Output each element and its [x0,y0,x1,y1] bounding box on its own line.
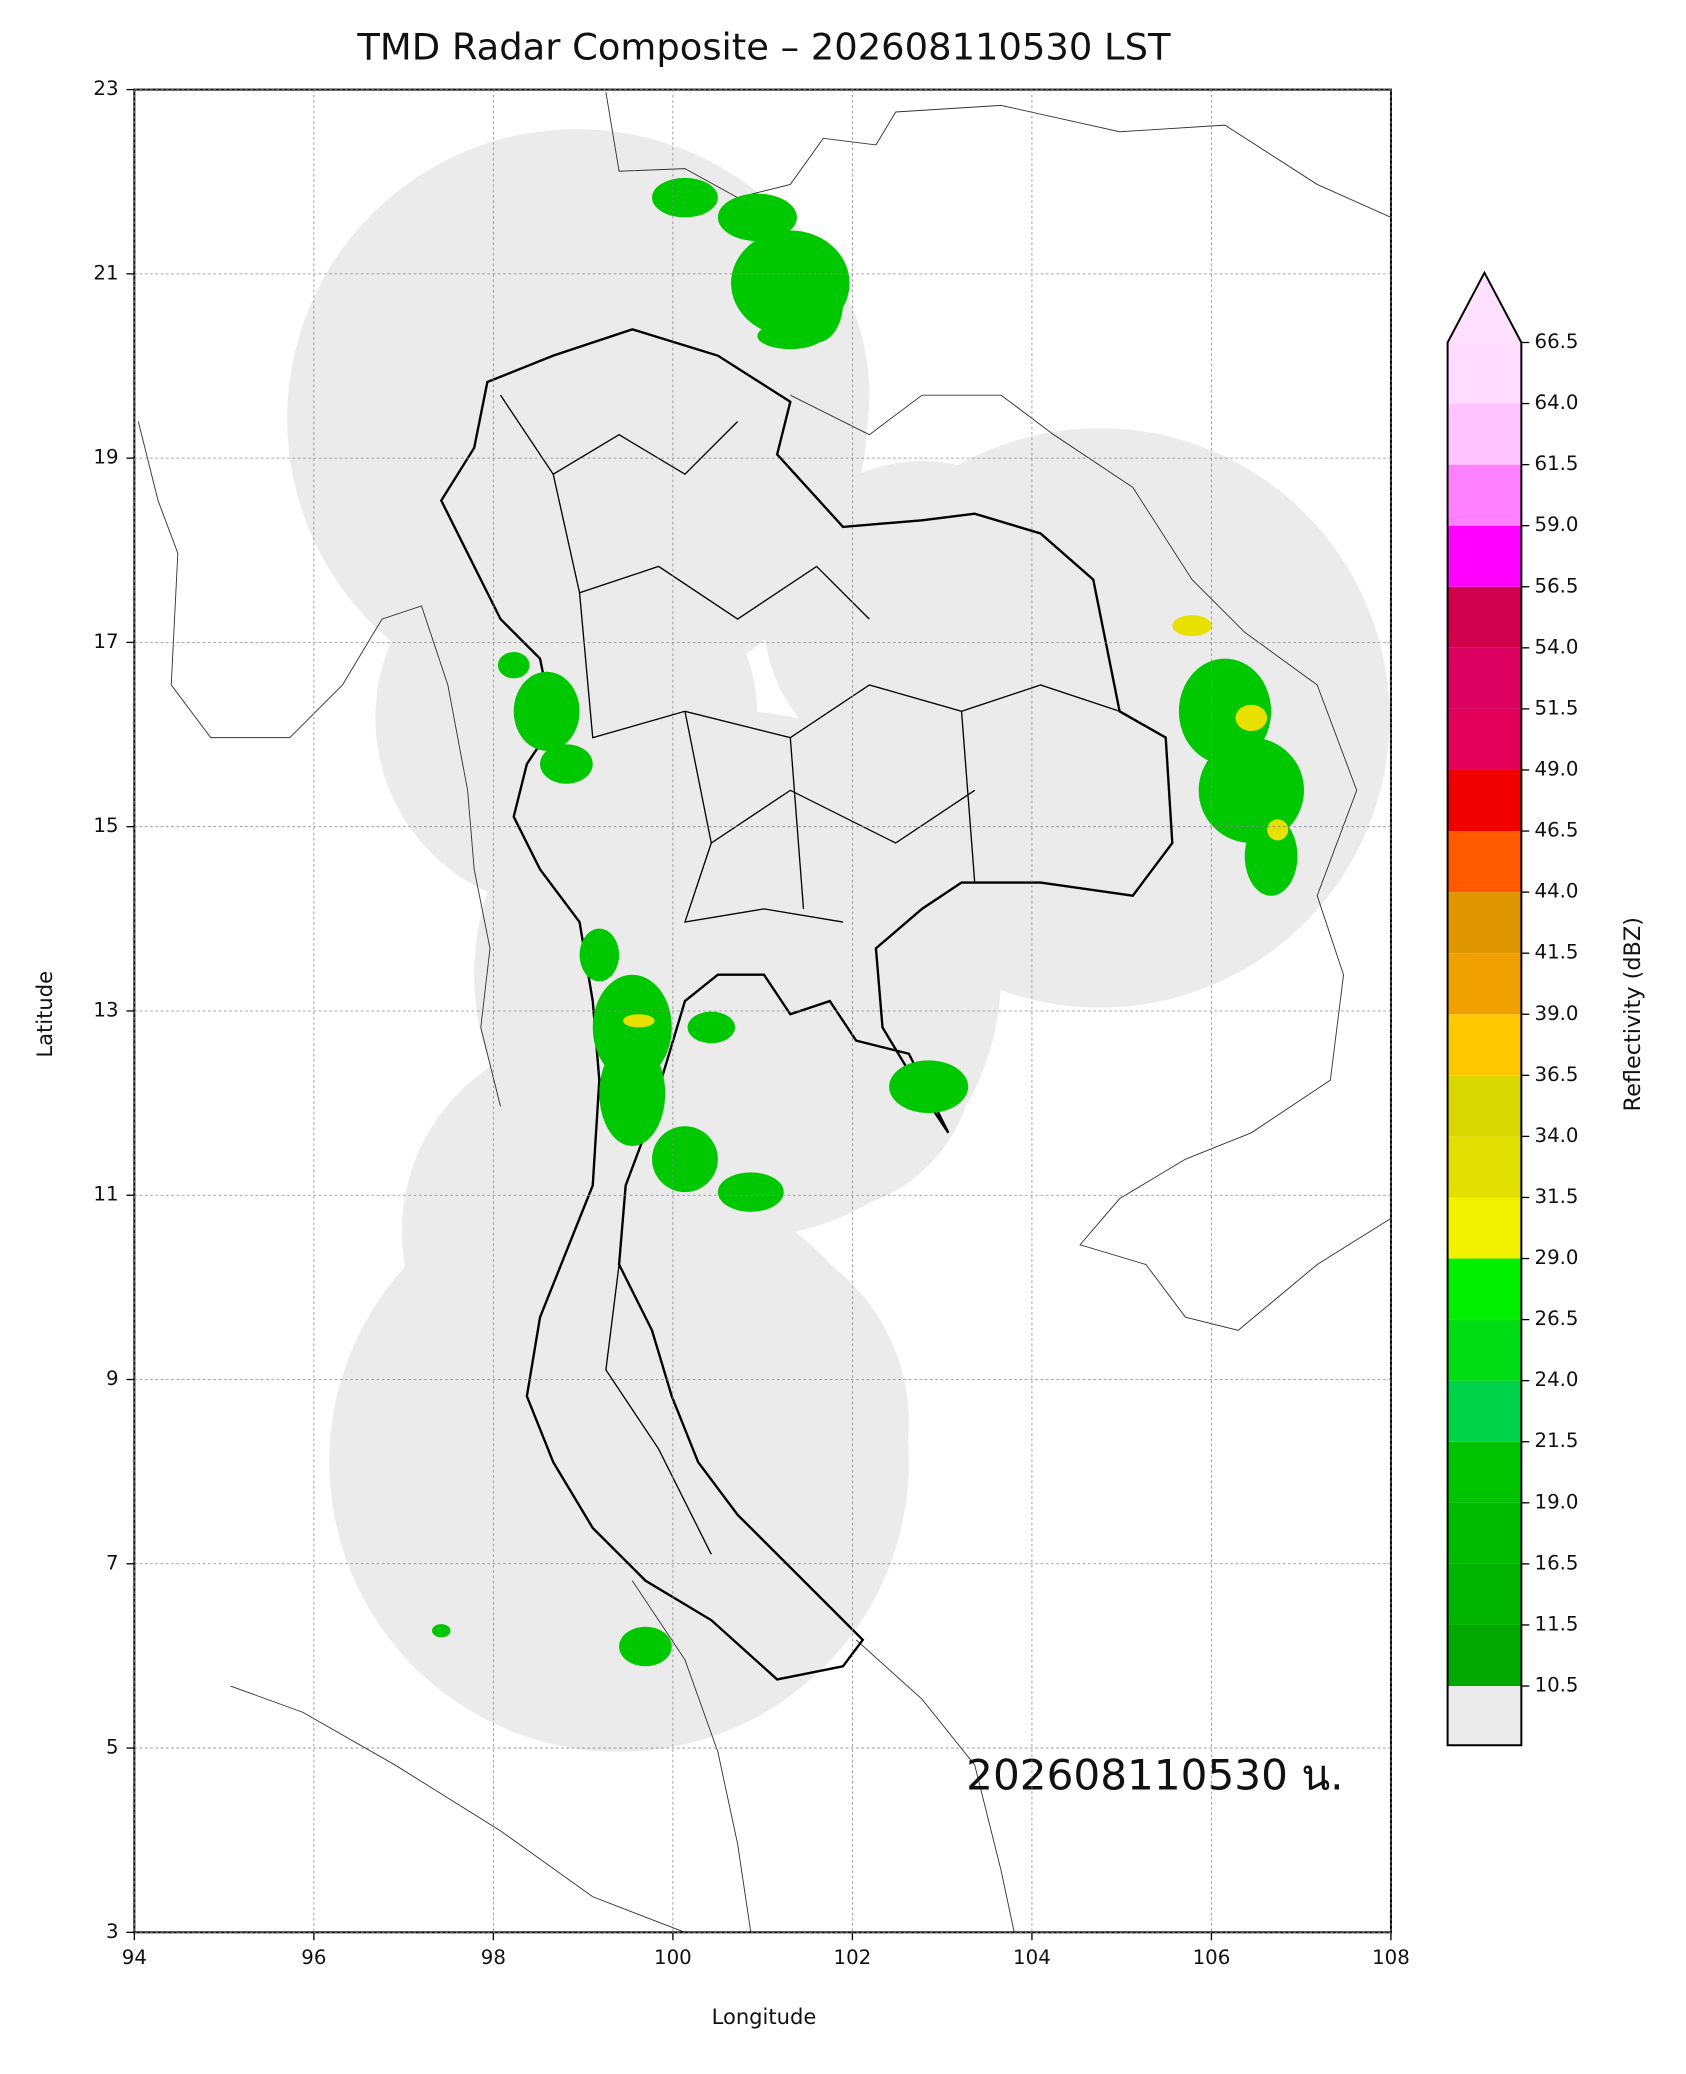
colorbar-tick-label: 19.0 [1535,1490,1579,1513]
colorbar-tick-label: 10.5 [1535,1674,1579,1697]
colorbar-tick-label: 51.5 [1535,696,1579,719]
colorbar-tick-label: 49.0 [1535,757,1579,780]
x-tick-label: 106 [1193,1946,1231,1969]
colorbar-tick-label: 39.0 [1535,1002,1579,1025]
colorbar-segment [1447,1014,1522,1076]
colorbar-tick-label: 56.5 [1535,574,1579,597]
colorbar-tick-label: 31.5 [1535,1185,1579,1208]
colorbar-segment [1447,1075,1522,1137]
colorbar-label: Reflectivity (dBZ) [1620,917,1646,1111]
x-tick-label: 96 [301,1946,326,1969]
colorbar-segment [1447,1380,1522,1442]
x-tick-label: 94 [122,1946,147,1969]
colorbar-segment [1447,1319,1522,1381]
colorbar-segment [1447,1441,1522,1503]
x-axis-label: Longitude [712,2004,817,2029]
colorbar-segment [1447,1258,1522,1320]
colorbar-tick-label: 46.5 [1535,819,1579,842]
colorbar-tick-label: 61.5 [1535,452,1579,475]
y-tick-label: 3 [106,1920,119,1943]
colorbar-frame [1446,270,1523,1747]
colorbar-segment [1447,1136,1522,1198]
colorbar-segment [1447,464,1522,526]
colorbar-segment [1447,831,1522,893]
colorbar-tick-label: 26.5 [1535,1307,1579,1330]
y-tick-label: 19 [93,446,118,469]
y-tick-label: 23 [93,77,118,100]
colorbar-segment [1447,342,1522,404]
y-axis-label: Latitude [32,971,57,1058]
y-tick-label: 9 [106,1367,119,1390]
colorbar-tick-label: 64.0 [1535,391,1579,414]
colorbar-under [1447,1686,1522,1746]
y-tick-label: 13 [93,998,118,1021]
neighbour-borders [137,92,1391,1933]
colorbar-tick-label: 59.0 [1535,513,1579,536]
colorbar-tick-label: 54.0 [1535,635,1579,658]
colorbar-segment [1447,892,1522,954]
colorbar-tick-label: 16.5 [1535,1551,1579,1574]
y-tick-label: 5 [106,1736,119,1759]
colorbar-over [1447,272,1522,343]
y-tick-label: 17 [93,630,118,653]
colorbar-tick-label: 41.5 [1535,941,1579,964]
colorbar-tick-label: 21.5 [1535,1429,1579,1452]
y-tick-label: 7 [106,1551,119,1574]
colorbar-tick-label: 44.0 [1535,880,1579,903]
colorbar-segment [1447,525,1522,587]
x-tick-label: 104 [1013,1946,1051,1969]
colorbar-segment [1447,708,1522,770]
colorbar-segment [1447,1563,1522,1625]
x-tick-label: 108 [1372,1946,1410,1969]
x-tick-label: 98 [481,1946,506,1969]
colorbar-segment [1447,1502,1522,1564]
colorbar-segment [1447,403,1522,465]
colorbar-tick-label: 36.5 [1535,1063,1579,1086]
x-tick-label: 100 [654,1946,692,1969]
y-tick-label: 21 [93,261,118,284]
colorbar-segment [1447,647,1522,709]
colorbar-segment [1447,1197,1522,1259]
y-tick-label: 11 [93,1183,118,1206]
colorbar-tick-label: 29.0 [1535,1246,1579,1269]
colorbar-tick-label: 11.5 [1535,1612,1579,1635]
timestamp-annotation: 202608110530 น. [966,1751,1343,1800]
title: TMD Radar Composite – 202608110530 LST [356,25,1171,68]
colorbar-segment [1447,1624,1522,1687]
map-layer [137,92,1391,1933]
colorbar-tick-label: 24.0 [1535,1368,1579,1391]
colorbar-segment [1447,769,1522,832]
country-outline [439,328,1174,1681]
province-borders [499,394,1120,1555]
x-tick-label: 102 [834,1946,872,1969]
colorbar-tick-label: 34.0 [1535,1124,1579,1147]
colorbar-segment [1447,586,1522,648]
radar-coverage [287,129,1390,1752]
colorbar-segment [1447,953,1522,1015]
colorbar-tick-label: 66.5 [1535,330,1579,353]
y-tick-label: 15 [93,814,118,837]
radar-echoes [432,177,1305,1667]
